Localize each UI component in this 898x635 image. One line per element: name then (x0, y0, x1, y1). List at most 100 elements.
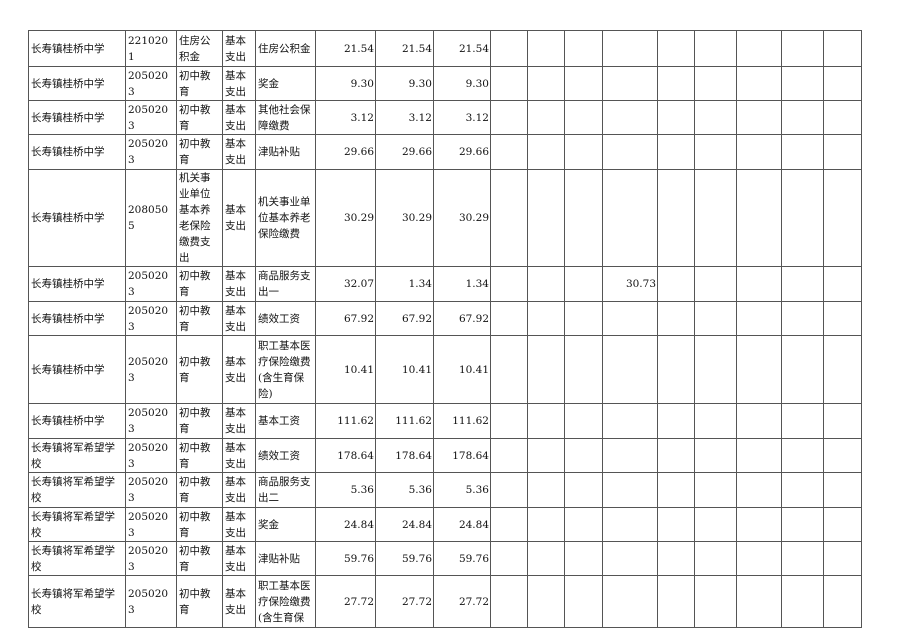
column-12-cell (602, 335, 658, 404)
expense-type-cell: 基本支出 (222, 575, 256, 628)
column-15-cell (736, 472, 782, 508)
column-13-cell (657, 335, 695, 404)
column-17-cell (823, 134, 862, 170)
column-15-cell (736, 169, 782, 267)
function-code-cell: 2050203 (125, 575, 177, 628)
function-name-cell: 初中教育 (176, 541, 223, 576)
column-16-cell (781, 575, 824, 628)
total-cell: 29.66 (315, 134, 376, 170)
total-cell: 59.76 (315, 541, 376, 576)
column-9-cell (490, 134, 528, 170)
column-12-cell (602, 472, 658, 508)
column-10-cell (527, 301, 565, 336)
unit-name-cell: 长寿镇桂桥中学 (28, 301, 126, 336)
economic-item-cell: 绩效工资 (255, 438, 316, 473)
amount-3-cell: 9.30 (433, 66, 491, 101)
column-9-cell (490, 541, 528, 576)
column-12-cell (602, 169, 658, 267)
column-15-cell (736, 266, 782, 302)
economic-item-cell: 奖金 (255, 507, 316, 542)
column-10-cell (527, 507, 565, 542)
column-10-cell (527, 134, 565, 170)
column-10-cell (527, 335, 565, 404)
total-cell: 10.41 (315, 335, 376, 404)
column-13-cell (657, 575, 695, 628)
column-11-cell (564, 507, 603, 542)
table-row: 长寿镇桂桥中学 2210201 住房公积金 基本支出 住房公积金 21.54 21.54 21… (28, 30, 862, 67)
expense-type-cell: 基本支出 (222, 541, 256, 576)
function-name-cell: 初中教育 (176, 66, 223, 101)
expense-type-cell: 基本支出 (222, 266, 256, 302)
function-code-cell: 2050203 (125, 134, 177, 170)
subtotal-cell: 27.72 (375, 575, 434, 628)
column-12-cell (602, 507, 658, 542)
column-17-cell (823, 335, 862, 404)
budget-table: 长寿镇桂桥中学 2210201 住房公积金 基本支出 住房公积金 21.54 21.54 21… (28, 30, 862, 628)
column-14-cell (694, 66, 737, 101)
column-12-cell (602, 438, 658, 473)
table-row: 长寿镇将军希望学校 2050203 初中教育 基本支出 奖金 24.84 24.84 24.8… (28, 507, 862, 542)
amount-3-cell: 5.36 (433, 472, 491, 508)
amount-3-cell: 29.66 (433, 134, 491, 170)
column-15-cell (736, 66, 782, 101)
subtotal-cell: 24.84 (375, 507, 434, 542)
column-11-cell (564, 438, 603, 473)
column-10-cell (527, 66, 565, 101)
column-17-cell (823, 100, 862, 135)
function-code-cell: 2050203 (125, 541, 177, 576)
column-15-cell (736, 541, 782, 576)
column-16-cell (781, 100, 824, 135)
amount-3-cell: 24.84 (433, 507, 491, 542)
column-17-cell (823, 66, 862, 101)
function-name-cell: 初中教育 (176, 301, 223, 336)
economic-item-cell: 基本工资 (255, 403, 316, 439)
subtotal-cell: 21.54 (375, 30, 434, 67)
amount-3-cell: 10.41 (433, 335, 491, 404)
function-name-cell: 初中教育 (176, 134, 223, 170)
column-11-cell (564, 541, 603, 576)
unit-name-cell: 长寿镇桂桥中学 (28, 335, 126, 404)
column-14-cell (694, 575, 737, 628)
expense-type-cell: 基本支出 (222, 134, 256, 170)
function-code-cell: 2050203 (125, 507, 177, 542)
expense-type-cell: 基本支出 (222, 507, 256, 542)
table-row: 长寿镇桂桥中学 2050203 初中教育 基本支出 津贴补贴 29.66 29.66 29.6… (28, 134, 862, 170)
column-14-cell (694, 507, 737, 542)
subtotal-cell: 10.41 (375, 335, 434, 404)
column-10-cell (527, 30, 565, 67)
column-16-cell (781, 30, 824, 67)
column-17-cell (823, 30, 862, 67)
column-16-cell (781, 134, 824, 170)
column-14-cell (694, 169, 737, 267)
column-13-cell (657, 472, 695, 508)
column-10-cell (527, 169, 565, 267)
column-14-cell (694, 403, 737, 439)
amount-3-cell: 3.12 (433, 100, 491, 135)
column-16-cell (781, 472, 824, 508)
unit-name-cell: 长寿镇桂桥中学 (28, 30, 126, 67)
column-14-cell (694, 335, 737, 404)
column-17-cell (823, 541, 862, 576)
column-12-cell: 30.73 (602, 266, 658, 302)
table-row: 长寿镇将军希望学校 2050203 初中教育 基本支出 绩效工资 178.64 178.64… (28, 438, 862, 473)
column-15-cell (736, 100, 782, 135)
column-15-cell (736, 301, 782, 336)
column-13-cell (657, 100, 695, 135)
subtotal-cell: 178.64 (375, 438, 434, 473)
column-11-cell (564, 403, 603, 439)
column-14-cell (694, 541, 737, 576)
function-name-cell: 初中教育 (176, 100, 223, 135)
unit-name-cell: 长寿镇桂桥中学 (28, 266, 126, 302)
unit-name-cell: 长寿镇将军希望学校 (28, 438, 126, 473)
economic-item-cell: 津贴补贴 (255, 134, 316, 170)
column-9-cell (490, 100, 528, 135)
function-name-cell: 机关事业单位基本养老保险缴费支出 (176, 169, 223, 267)
economic-item-cell: 其他社会保障缴费 (255, 100, 316, 135)
column-11-cell (564, 266, 603, 302)
column-15-cell (736, 335, 782, 404)
column-13-cell (657, 541, 695, 576)
total-cell: 27.72 (315, 575, 376, 628)
function-name-cell: 初中教育 (176, 472, 223, 508)
amount-3-cell: 67.92 (433, 301, 491, 336)
column-17-cell (823, 438, 862, 473)
